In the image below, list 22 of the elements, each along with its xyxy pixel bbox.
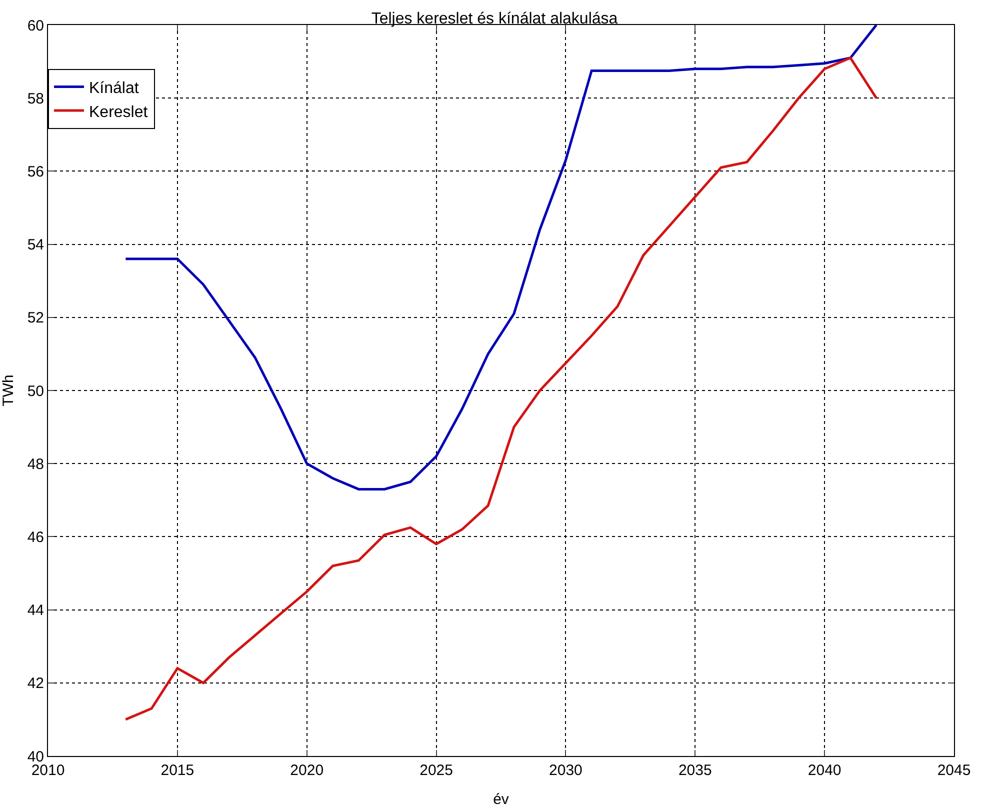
y-tick-label: 60 bbox=[27, 17, 44, 34]
y-tick-label: 54 bbox=[27, 236, 44, 254]
x-tick-label: 2035 bbox=[678, 762, 712, 779]
y-tick-label: 44 bbox=[27, 602, 44, 620]
x-tick-label: 2030 bbox=[549, 762, 582, 779]
y-tick-label: 52 bbox=[27, 310, 44, 327]
chart-title: Teljes kereslet és kínálat alakulása bbox=[371, 10, 618, 28]
legend-label: Kínálat bbox=[89, 80, 140, 97]
x-tick-label: 2020 bbox=[290, 762, 324, 779]
y-axis-title: TWh bbox=[0, 374, 17, 406]
x-tick-label: 2015 bbox=[160, 762, 194, 779]
x-tick-label: 2040 bbox=[808, 762, 842, 779]
x-axis-title: év bbox=[493, 791, 510, 808]
x-tick-label: 2045 bbox=[937, 762, 971, 779]
y-tick-label: 48 bbox=[27, 456, 44, 473]
y-tick-label: 58 bbox=[27, 90, 44, 108]
x-tick-label: 2025 bbox=[420, 762, 453, 779]
y-tick-label: 42 bbox=[27, 675, 44, 692]
y-tick-label: 46 bbox=[27, 528, 44, 546]
y-tick-label: 50 bbox=[27, 382, 44, 400]
legend-label: Kereslet bbox=[89, 104, 148, 121]
y-tick-label: 56 bbox=[27, 163, 44, 180]
